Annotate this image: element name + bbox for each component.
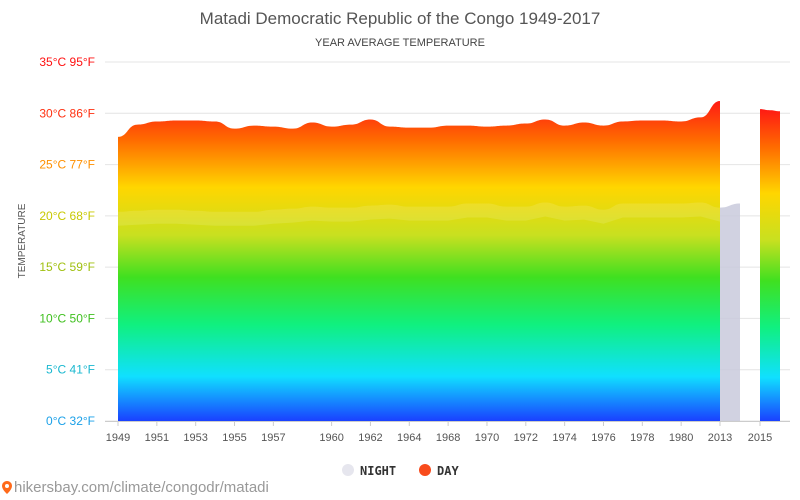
y-tick-label: 35°C 95°F [39,55,95,69]
day-area [118,100,720,421]
chart-title: Matadi Democratic Republic of the Congo … [200,9,601,28]
y-tick-label: 30°C 86°F [39,106,95,120]
watermark-text: hikersbay.com/climate/congodr/matadi [14,479,269,496]
y-tick-labels: 0°C 32°F 5°C 41°F 10°C 50°F 15°C 59°F 20°C 6… [39,55,95,428]
legend[interactable]: NIGHT DAY [342,464,459,478]
day-area-2015 [760,109,780,421]
legend-night-label: NIGHT [360,464,396,478]
night-area-2014 [720,203,740,421]
legend-item-night[interactable]: NIGHT [342,464,396,478]
x-tick-label: 1960 [319,432,343,444]
x-tick-label: 1972 [514,432,538,444]
x-tick-label: 1968 [436,432,460,444]
chart-subtitle: YEAR AVERAGE TEMPERATURE [315,37,485,49]
location-pin-icon [2,481,12,494]
x-tick-label: 1974 [552,432,576,444]
y-tick-label: 15°C 59°F [39,260,95,274]
y-tick-label: 0°C 32°F [46,414,95,428]
x-tick-label: 1980 [669,432,693,444]
x-tick-label: 1976 [591,432,615,444]
x-tick-labels: 1949 1951 1953 1955 1957 1960 1962 1964 1968 1970… [105,421,790,444]
x-tick-label: 1957 [261,432,285,444]
watermark[interactable]: hikersbay.com/climate/congodr/matadi [2,479,269,496]
legend-night-marker [342,464,354,476]
plot-area [118,100,780,421]
night-band [118,202,720,226]
y-tick-label: 20°C 68°F [39,209,95,223]
legend-item-day[interactable]: DAY [419,464,459,478]
x-tick-label: 1962 [358,432,382,444]
x-tick-label: 1949 [106,432,130,444]
x-tick-label: 1970 [475,432,499,444]
x-tick-label: 1953 [183,432,207,444]
y-tick-label: 5°C 41°F [46,363,95,377]
legend-day-marker [419,464,431,476]
legend-day-label: DAY [437,464,459,478]
x-tick-label: 2015 [748,432,772,444]
x-tick-label: 1978 [630,432,654,444]
x-tick-label: 1964 [397,432,421,444]
y-tick-label: 10°C 50°F [39,311,95,325]
x-tick-label: 2013 [708,432,732,444]
x-tick-label: 1951 [145,432,169,444]
y-axis-label: TEMPERATURE [17,203,28,278]
y-tick-label: 25°C 77°F [39,158,95,172]
x-tick-label: 1955 [222,432,246,444]
